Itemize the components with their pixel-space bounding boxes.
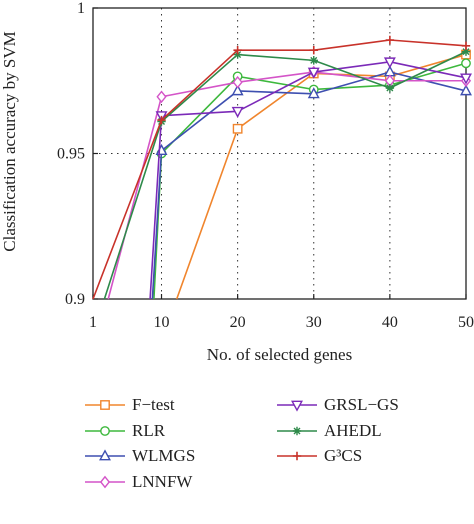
- data-point-grsl-gs: [383, 57, 396, 69]
- data-point-wlmgs: [460, 84, 472, 96]
- legend-item-g-cs: G³CS: [276, 443, 362, 469]
- legend-marker: [99, 475, 111, 488]
- series-line-lnnfw: [107, 71, 466, 300]
- legend: F−test RLR WLMGS LNNFW GRSL−GS AHEDL G³CS: [84, 392, 464, 517]
- legend-item-wlmgs: WLMGS: [84, 443, 195, 469]
- legend-label: LNNFW: [132, 471, 193, 491]
- data-point-ahedl: [309, 56, 318, 65]
- data-point-g-cs: [157, 115, 166, 125]
- legend-swatch-rlr: [85, 425, 125, 436]
- legend-swatch-lnnfw: [85, 475, 125, 488]
- data-point-g-cs: [309, 45, 318, 55]
- legend-label: F−test: [132, 395, 175, 414]
- legend-marker: [100, 400, 110, 410]
- series-line-ahedl: [103, 50, 467, 300]
- legend-label: G³CS: [324, 446, 363, 465]
- x-tick-label: 20: [230, 314, 246, 331]
- legend-label: AHEDL: [324, 420, 382, 440]
- data-point-grsl-gs: [231, 106, 244, 118]
- tick-layer: 1 10 20 30 40 50 0.9 0.95 1: [57, 0, 474, 331]
- series-line-wlmgs: [151, 71, 467, 300]
- series-layer: [92, 35, 472, 300]
- x-tick-label: 30: [306, 314, 322, 331]
- series-lnnfw: [107, 65, 472, 300]
- data-point-g-cs: [461, 41, 471, 51]
- legend-swatch-grsl-gs: [277, 400, 317, 412]
- legend-label: RLR: [132, 420, 166, 440]
- data-point-lnnfw: [232, 75, 243, 89]
- legend-label: GRSL−GS: [324, 395, 399, 414]
- series-grsl-gs: [149, 57, 472, 300]
- legend-label: WLMGS: [132, 446, 196, 465]
- data-point-ahedl: [233, 50, 242, 59]
- data-point-ahedl: [385, 83, 395, 93]
- x-axis-label: No. of selected genes: [207, 345, 352, 364]
- data-point-wlmgs: [231, 84, 244, 96]
- series-g-cs: [92, 35, 471, 300]
- data-point-ahedl: [461, 47, 471, 56]
- series-line-g-cs: [92, 39, 467, 300]
- legend-swatch-f-test: [85, 400, 125, 410]
- data-point-grsl-gs: [307, 67, 320, 79]
- data-point-g-cs: [385, 35, 395, 45]
- series-wlmgs: [151, 65, 472, 300]
- series-f-test: [175, 49, 471, 300]
- data-point-lnnfw: [156, 90, 167, 104]
- y-axis-label: Classification accuracy by SVM: [0, 31, 19, 251]
- series-line-rlr: [153, 62, 467, 300]
- x-tick-label: 50: [458, 314, 474, 331]
- legend-marker: [99, 449, 111, 461]
- x-tick-label: 1: [89, 314, 97, 331]
- legend-marker: [292, 426, 302, 435]
- data-point-wlmgs: [307, 87, 320, 99]
- data-point-g-cs: [233, 45, 242, 55]
- x-tick-label: 10: [154, 314, 170, 331]
- y-tick-label: 1: [77, 0, 85, 17]
- legend-marker: [100, 425, 110, 436]
- series-ahedl: [103, 47, 471, 300]
- legend-item-rlr: RLR: [84, 418, 165, 444]
- data-point-f-test: [232, 123, 243, 134]
- legend-marker: [292, 451, 302, 461]
- legend-item-grsl-gs: GRSL−GS: [276, 392, 399, 418]
- legend-swatch-g-cs: [277, 451, 317, 461]
- data-point-rlr: [461, 58, 471, 69]
- legend-item-ahedl: AHEDL: [276, 418, 382, 444]
- legend-marker: [291, 400, 303, 412]
- legend-swatch-ahedl: [277, 426, 317, 435]
- y-tick-label: 0.9: [65, 291, 85, 308]
- legend-item-lnnfw: LNNFW: [84, 469, 192, 495]
- y-tick-label: 0.95: [57, 146, 85, 163]
- data-point-grsl-gs: [460, 73, 472, 85]
- legend-swatch-wlmgs: [85, 449, 125, 461]
- legend-item-f-test: F−test: [84, 392, 175, 418]
- series-line-grsl-gs: [149, 61, 467, 300]
- x-tick-label: 40: [382, 314, 398, 331]
